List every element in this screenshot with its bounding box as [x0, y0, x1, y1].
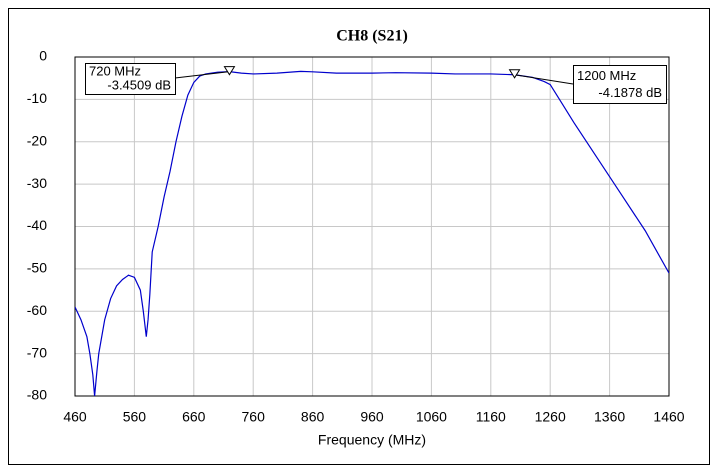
annotation-box	[573, 65, 667, 104]
x-tick-label: 960	[360, 409, 384, 425]
annotation-level: -4.1878 dB	[598, 85, 662, 100]
plot-border	[74, 56, 670, 397]
leader-line	[514, 74, 574, 85]
x-tick-label: 1460	[653, 409, 684, 425]
annotation-box	[85, 63, 176, 95]
x-tick-label: 1060	[416, 409, 447, 425]
x-tick-label: 560	[123, 409, 147, 425]
y-tick-label: -30	[27, 175, 47, 191]
x-tick-label: 1260	[535, 409, 566, 425]
x-tick-label: 660	[182, 409, 206, 425]
y-tick-label: -80	[27, 387, 47, 403]
y-tick-label: -40	[27, 217, 47, 233]
chart-title: CH8 (S21)	[336, 28, 408, 45]
x-tick-label: 1160	[476, 409, 506, 425]
y-tick-label: -10	[27, 90, 47, 106]
marker	[223, 66, 236, 76]
marker-annotation: 720 MHz-3.4509 dB	[85, 63, 236, 95]
annotation-freq: 1200 MHz	[577, 68, 636, 83]
x-tick-label: 760	[242, 409, 266, 425]
annotation-level: -3.4509 dB	[107, 78, 171, 93]
y-tick-label: -60	[27, 302, 47, 318]
x-tick-label: 1360	[594, 409, 625, 425]
marker-annotation: 1200 MHz -4.1878 dB	[508, 65, 667, 104]
y-tick-label: -50	[27, 260, 47, 276]
x-axis-label: Frequency (MHz)	[318, 432, 426, 448]
y-tick-label: -20	[27, 132, 47, 148]
annotation-freq: 720 MHz	[89, 64, 141, 79]
x-tick-label: 460	[63, 409, 87, 425]
marker	[508, 69, 521, 79]
x-tick-label: 860	[301, 409, 325, 425]
y-tick-label: -70	[27, 344, 47, 360]
y-tick-label: 0	[39, 48, 47, 64]
leader-line	[174, 71, 230, 79]
